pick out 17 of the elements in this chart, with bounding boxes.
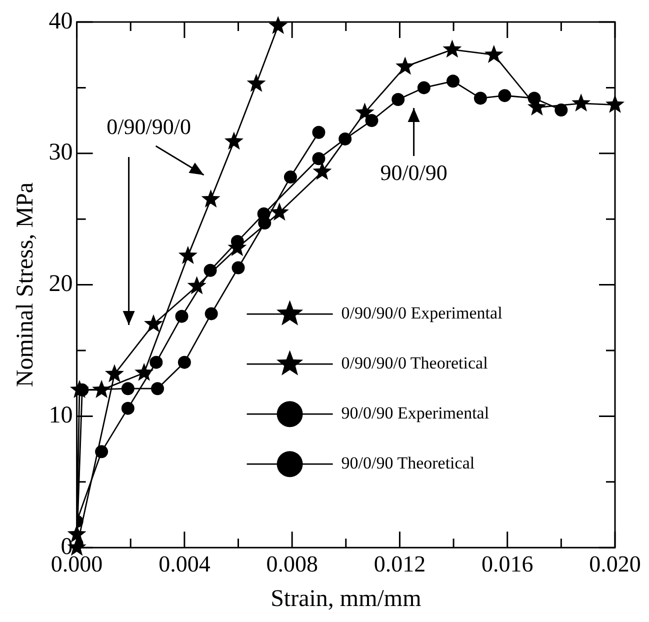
x-axis-title: Strain, mm/mm [270, 586, 422, 612]
y-axis-title: Nominal Stress, MPa [12, 182, 39, 388]
legend-label: 0/90/90/0 Experimental [341, 304, 503, 323]
y-tick-label: 40 [48, 8, 73, 34]
legend-label: 90/0/90 Theoretical [341, 454, 475, 473]
y-tick-label: 20 [48, 271, 73, 298]
x-tick-label: 0.008 [266, 551, 318, 576]
annotation: 0/90/90/0 [106, 114, 191, 139]
y-tick-label: 30 [48, 140, 73, 166]
legend-label: 90/0/90 Experimental [341, 404, 490, 423]
x-tick-label: 0.020 [589, 551, 641, 576]
x-tick-label: 0.012 [374, 551, 426, 576]
legend-label: 0/90/90/0 Theoretical [341, 354, 488, 373]
x-tick-label: 0.016 [481, 551, 534, 576]
y-tick-label: 10 [48, 402, 73, 428]
x-tick-label: 0.004 [158, 551, 211, 576]
annotation: 90/0/90 [380, 160, 448, 185]
